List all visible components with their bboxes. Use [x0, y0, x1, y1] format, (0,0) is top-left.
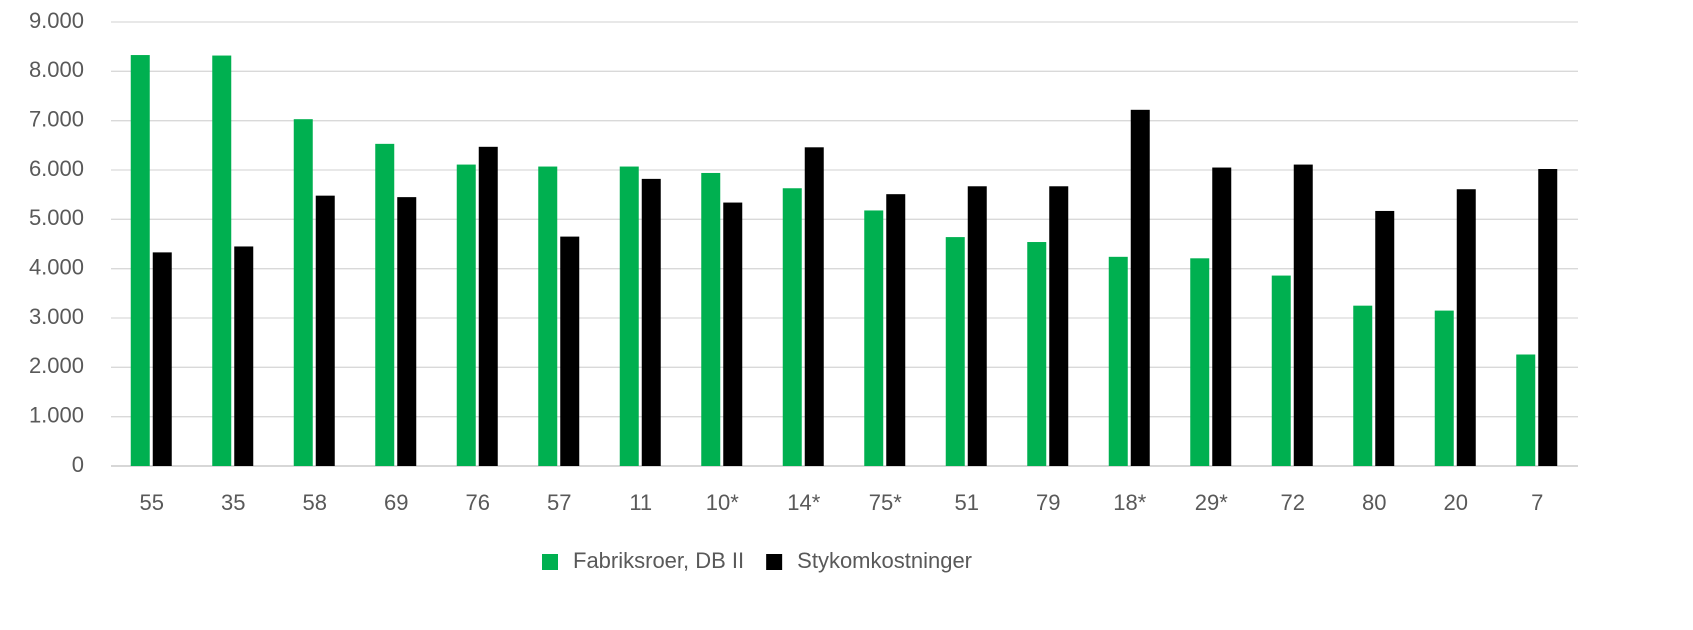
x-tick-label: 58: [303, 490, 327, 515]
y-tick-label: 7.000: [29, 106, 84, 131]
bar: [1190, 258, 1210, 466]
x-tick-label: 7: [1531, 490, 1543, 515]
y-tick-label: 6.000: [29, 156, 84, 181]
bar: [701, 172, 721, 466]
x-tick-label: 79: [1036, 490, 1060, 515]
bar: [212, 55, 232, 467]
bar: [945, 237, 965, 466]
bar: [1456, 189, 1476, 467]
y-tick-label: 2.000: [29, 353, 84, 378]
bar: [538, 166, 558, 466]
bar: [234, 246, 254, 466]
y-tick-label: 5.000: [29, 205, 84, 230]
bar: [804, 147, 824, 466]
bar: [1353, 305, 1373, 466]
x-tick-label: 51: [955, 490, 979, 515]
x-tick-label: 10*: [706, 490, 739, 515]
y-tick-label: 0: [72, 452, 84, 477]
bar: [1049, 186, 1069, 466]
x-tick-label: 11: [629, 490, 652, 515]
bar: [1293, 164, 1313, 466]
bar: [293, 119, 313, 466]
legend-label: Fabriksroer, DB II: [573, 548, 744, 573]
bar: [152, 252, 172, 466]
y-tick-label: 4.000: [29, 254, 84, 279]
y-tick-label: 9.000: [29, 8, 84, 33]
bar: [1130, 109, 1150, 467]
bar: [864, 210, 884, 466]
x-tick-label: 69: [384, 490, 408, 515]
bar: [1434, 310, 1454, 466]
bar: [1375, 210, 1395, 466]
bar: [315, 195, 335, 467]
bar: [478, 146, 498, 466]
x-tick-label: 14*: [787, 490, 820, 515]
x-tick-label: 76: [466, 490, 490, 515]
bar: [1212, 167, 1232, 467]
bar: [1108, 256, 1128, 466]
x-tick-label: 80: [1362, 490, 1386, 515]
bar: [723, 202, 743, 466]
bar: [130, 55, 150, 466]
legend-swatch: [542, 554, 558, 570]
x-tick-label: 35: [221, 490, 245, 515]
x-tick-label: 55: [140, 490, 164, 515]
y-tick-label: 1.000: [29, 402, 84, 427]
bar: [1538, 169, 1558, 466]
bar: [375, 143, 395, 466]
x-tick-label: 57: [547, 490, 571, 515]
x-tick-label: 18*: [1113, 490, 1146, 515]
bar: [619, 166, 639, 466]
bar: [886, 194, 906, 466]
legend-swatch: [766, 554, 783, 570]
y-tick-label: 3.000: [29, 304, 84, 329]
bar: [967, 186, 987, 466]
y-tick-label: 8.000: [29, 57, 84, 82]
x-tick-label: 75*: [869, 490, 902, 515]
x-tick-label: 29*: [1195, 490, 1228, 515]
x-tick-label: 20: [1444, 490, 1468, 515]
bar: [397, 197, 417, 466]
bar: [560, 236, 580, 466]
x-tick-label: 72: [1281, 490, 1305, 515]
bar: [456, 164, 476, 466]
bar: [641, 178, 661, 466]
bar: [1271, 275, 1291, 466]
bar: [782, 188, 802, 466]
bar: [1516, 354, 1536, 466]
legend-label: Stykomkostninger: [797, 548, 972, 573]
bar: [1027, 242, 1047, 466]
